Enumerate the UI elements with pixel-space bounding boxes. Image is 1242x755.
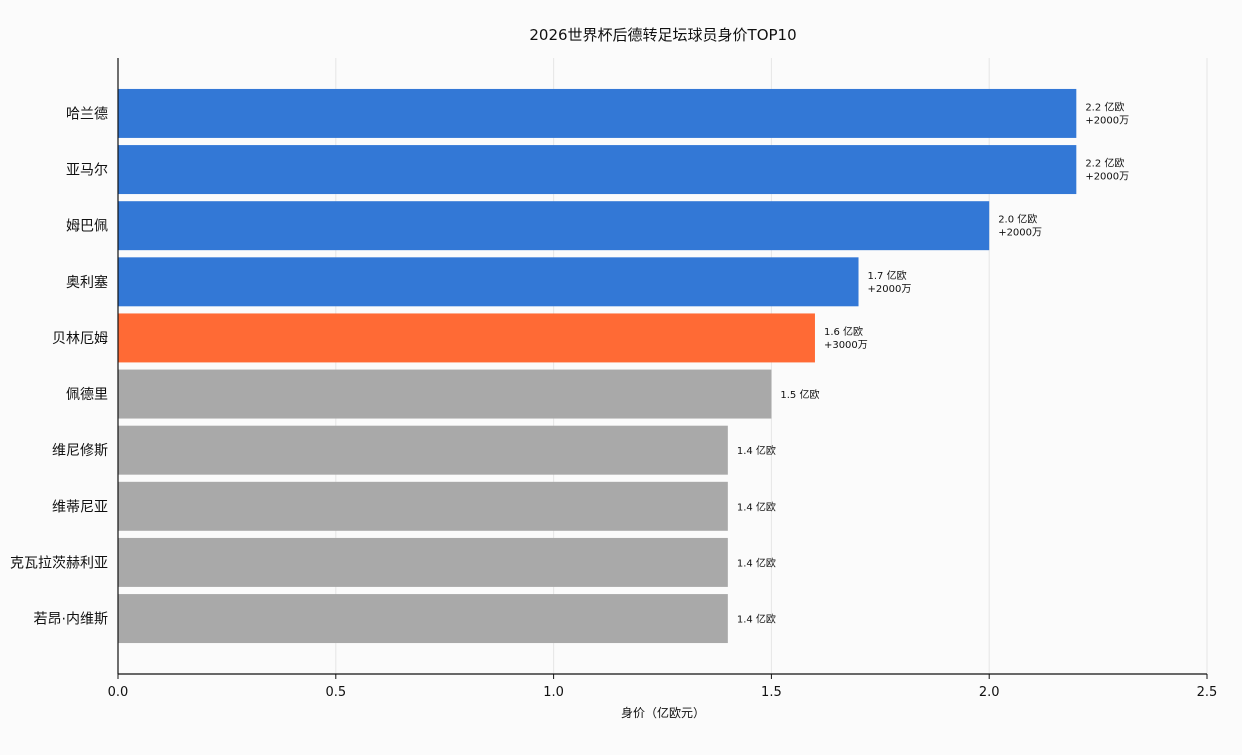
change-label: +2000万: [998, 228, 1042, 239]
y-tick-label: 维尼修斯: [52, 443, 108, 459]
bar: [118, 88, 1077, 138]
x-tick-label: 0.0: [108, 685, 129, 700]
bar: [118, 481, 728, 531]
value-label: 1.5 亿欧: [780, 388, 819, 401]
y-tick-label: 佩德里: [66, 387, 108, 403]
x-axis-label: 身价（亿欧元）: [621, 705, 705, 720]
y-tick-label: 哈兰德: [66, 106, 108, 122]
value-label: 1.4 亿欧: [737, 444, 776, 457]
axes: 哈兰德亚马尔姆巴佩奥利塞贝林厄姆佩德里维尼修斯维蒂尼亚克瓦拉茨赫利亚若昂·内维斯…: [10, 58, 1217, 700]
y-tick-label: 若昂·内维斯: [34, 612, 108, 628]
y-tick-label: 亚马尔: [66, 163, 108, 179]
bar: [118, 257, 859, 307]
change-label: +2000万: [868, 284, 912, 295]
x-tick-label: 1.5: [761, 685, 782, 700]
x-tick-label: 1.0: [543, 685, 564, 700]
y-tick-label: 克瓦拉茨赫利亚: [10, 555, 108, 571]
bar: [118, 594, 728, 644]
value-label: 2.0 亿欧: [998, 213, 1037, 226]
value-label: 1.6 亿欧: [824, 325, 863, 338]
x-tick-label: 2.5: [1197, 685, 1218, 700]
value-label: 2.2 亿欧: [1085, 100, 1124, 113]
y-tick-label: 姆巴佩: [66, 219, 108, 235]
value-label: 1.7 亿欧: [868, 269, 907, 282]
x-tick-label: 0.5: [325, 685, 346, 700]
change-label: +2000万: [1085, 115, 1129, 126]
bar: [118, 425, 728, 475]
bar: [118, 313, 815, 363]
value-label: 1.4 亿欧: [737, 500, 776, 513]
change-label: +3000万: [824, 340, 868, 351]
y-tick-label: 维蒂尼亚: [52, 499, 108, 515]
y-tick-label: 贝林厄姆: [52, 331, 108, 347]
bar: [118, 537, 728, 587]
bar: [118, 201, 990, 251]
value-label: 1.4 亿欧: [737, 613, 776, 626]
bar: [118, 369, 772, 419]
bars: 2.2 亿欧 +2000万 2.2 亿欧 +2000万 2.0 亿欧 +2000万 1.7 …: [118, 88, 1129, 644]
change-label: +2000万: [1085, 172, 1129, 183]
y-tick-label: 奥利塞: [66, 274, 108, 291]
value-label: 2.2 亿欧: [1085, 157, 1124, 170]
bar: [118, 145, 1077, 195]
value-label: 1.4 亿欧: [737, 556, 776, 569]
chart-title: 2026世界杯后德转足坛球员身价TOP10: [529, 26, 796, 44]
x-tick-label: 2.0: [979, 685, 1000, 700]
